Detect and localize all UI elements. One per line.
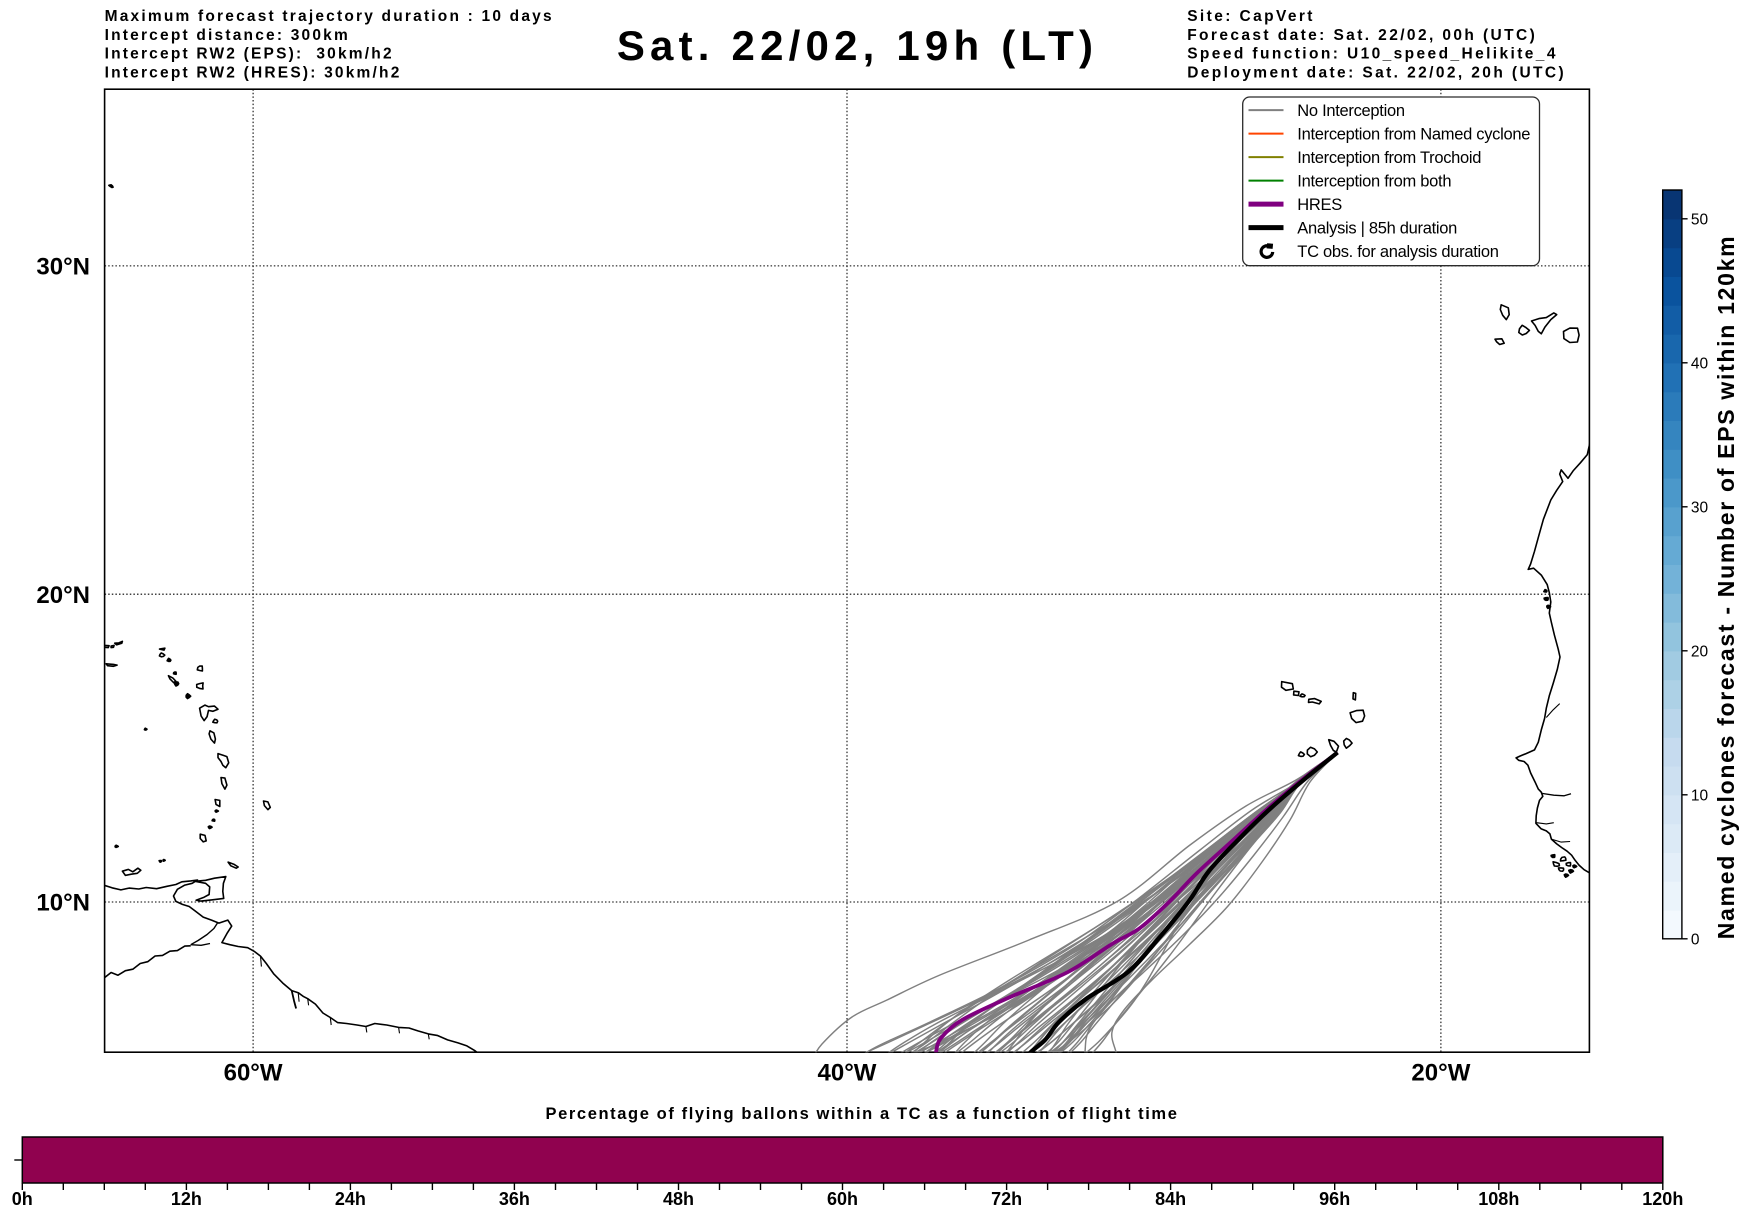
svg-text:Site: CapVert: Site: CapVert — [1187, 8, 1315, 25]
svg-text:40°W: 40°W — [818, 1060, 877, 1087]
svg-text:Percentage of flying ballons w: Percentage of flying ballons within a TC… — [546, 1105, 1179, 1123]
svg-text:108h: 108h — [1478, 1189, 1519, 1209]
svg-text:0h: 0h — [12, 1189, 33, 1209]
svg-text:48h: 48h — [663, 1189, 694, 1209]
svg-text:Intercept distance: 300km: Intercept distance: 300km — [105, 27, 350, 44]
svg-text:10: 10 — [1691, 787, 1709, 804]
svg-text:Sat. 22/02, 19h (LT): Sat. 22/02, 19h (LT) — [617, 22, 1098, 69]
svg-text:Interception from Trochoid: Interception from Trochoid — [1297, 149, 1481, 167]
svg-text:24h: 24h — [335, 1189, 366, 1209]
svg-text:Interception from Named cyclon: Interception from Named cyclone — [1297, 126, 1530, 144]
svg-text:50: 50 — [1691, 211, 1709, 228]
svg-text:Speed function: U10_speed_Heli: Speed function: U10_speed_Helikite_4 — [1187, 46, 1558, 63]
svg-text:No Interception: No Interception — [1297, 102, 1405, 120]
svg-text:120h: 120h — [1642, 1189, 1683, 1209]
svg-text:10°N: 10°N — [36, 890, 90, 917]
svg-text:60°W: 60°W — [224, 1060, 283, 1087]
svg-text:Interception from both: Interception from both — [1297, 173, 1451, 191]
svg-text:40: 40 — [1691, 355, 1709, 372]
svg-text:Analysis | 85h duration: Analysis | 85h duration — [1297, 220, 1457, 238]
svg-text:72h: 72h — [991, 1189, 1022, 1209]
svg-text:20°N: 20°N — [36, 582, 90, 609]
svg-text:12h: 12h — [171, 1189, 202, 1209]
svg-text:20: 20 — [1691, 643, 1709, 660]
svg-text:30: 30 — [1691, 499, 1709, 516]
svg-text:30°N: 30°N — [36, 254, 90, 281]
svg-text:84h: 84h — [1155, 1189, 1186, 1209]
svg-text:60h: 60h — [827, 1189, 858, 1209]
svg-text:96h: 96h — [1319, 1189, 1350, 1209]
svg-text:20°W: 20°W — [1411, 1060, 1470, 1087]
svg-text:Named cyclones forecast - Numb: Named cyclones forecast - Number of EPS … — [1713, 235, 1739, 939]
svg-text:36h: 36h — [499, 1189, 530, 1209]
svg-text:Deployment date: Sat. 22/02, 2: Deployment date: Sat. 22/02, 20h (UTC) — [1187, 64, 1566, 81]
svg-text:Intercept RW2 (EPS): 30km/h2: Intercept RW2 (EPS): 30km/h2 — [105, 46, 394, 63]
svg-text:HRES: HRES — [1297, 196, 1342, 214]
svg-text:TC obs. for analysis duration: TC obs. for analysis duration — [1297, 243, 1498, 261]
svg-text:Maximum forecast trajectory du: Maximum forecast trajectory duration : 1… — [105, 8, 554, 25]
svg-text:Intercept RW2 (HRES): 30km/h2: Intercept RW2 (HRES): 30km/h2 — [105, 64, 402, 81]
svg-text:0: 0 — [1691, 931, 1700, 948]
svg-text:Forecast date: Sat. 22/02, 00h: Forecast date: Sat. 22/02, 00h (UTC) — [1187, 27, 1537, 44]
